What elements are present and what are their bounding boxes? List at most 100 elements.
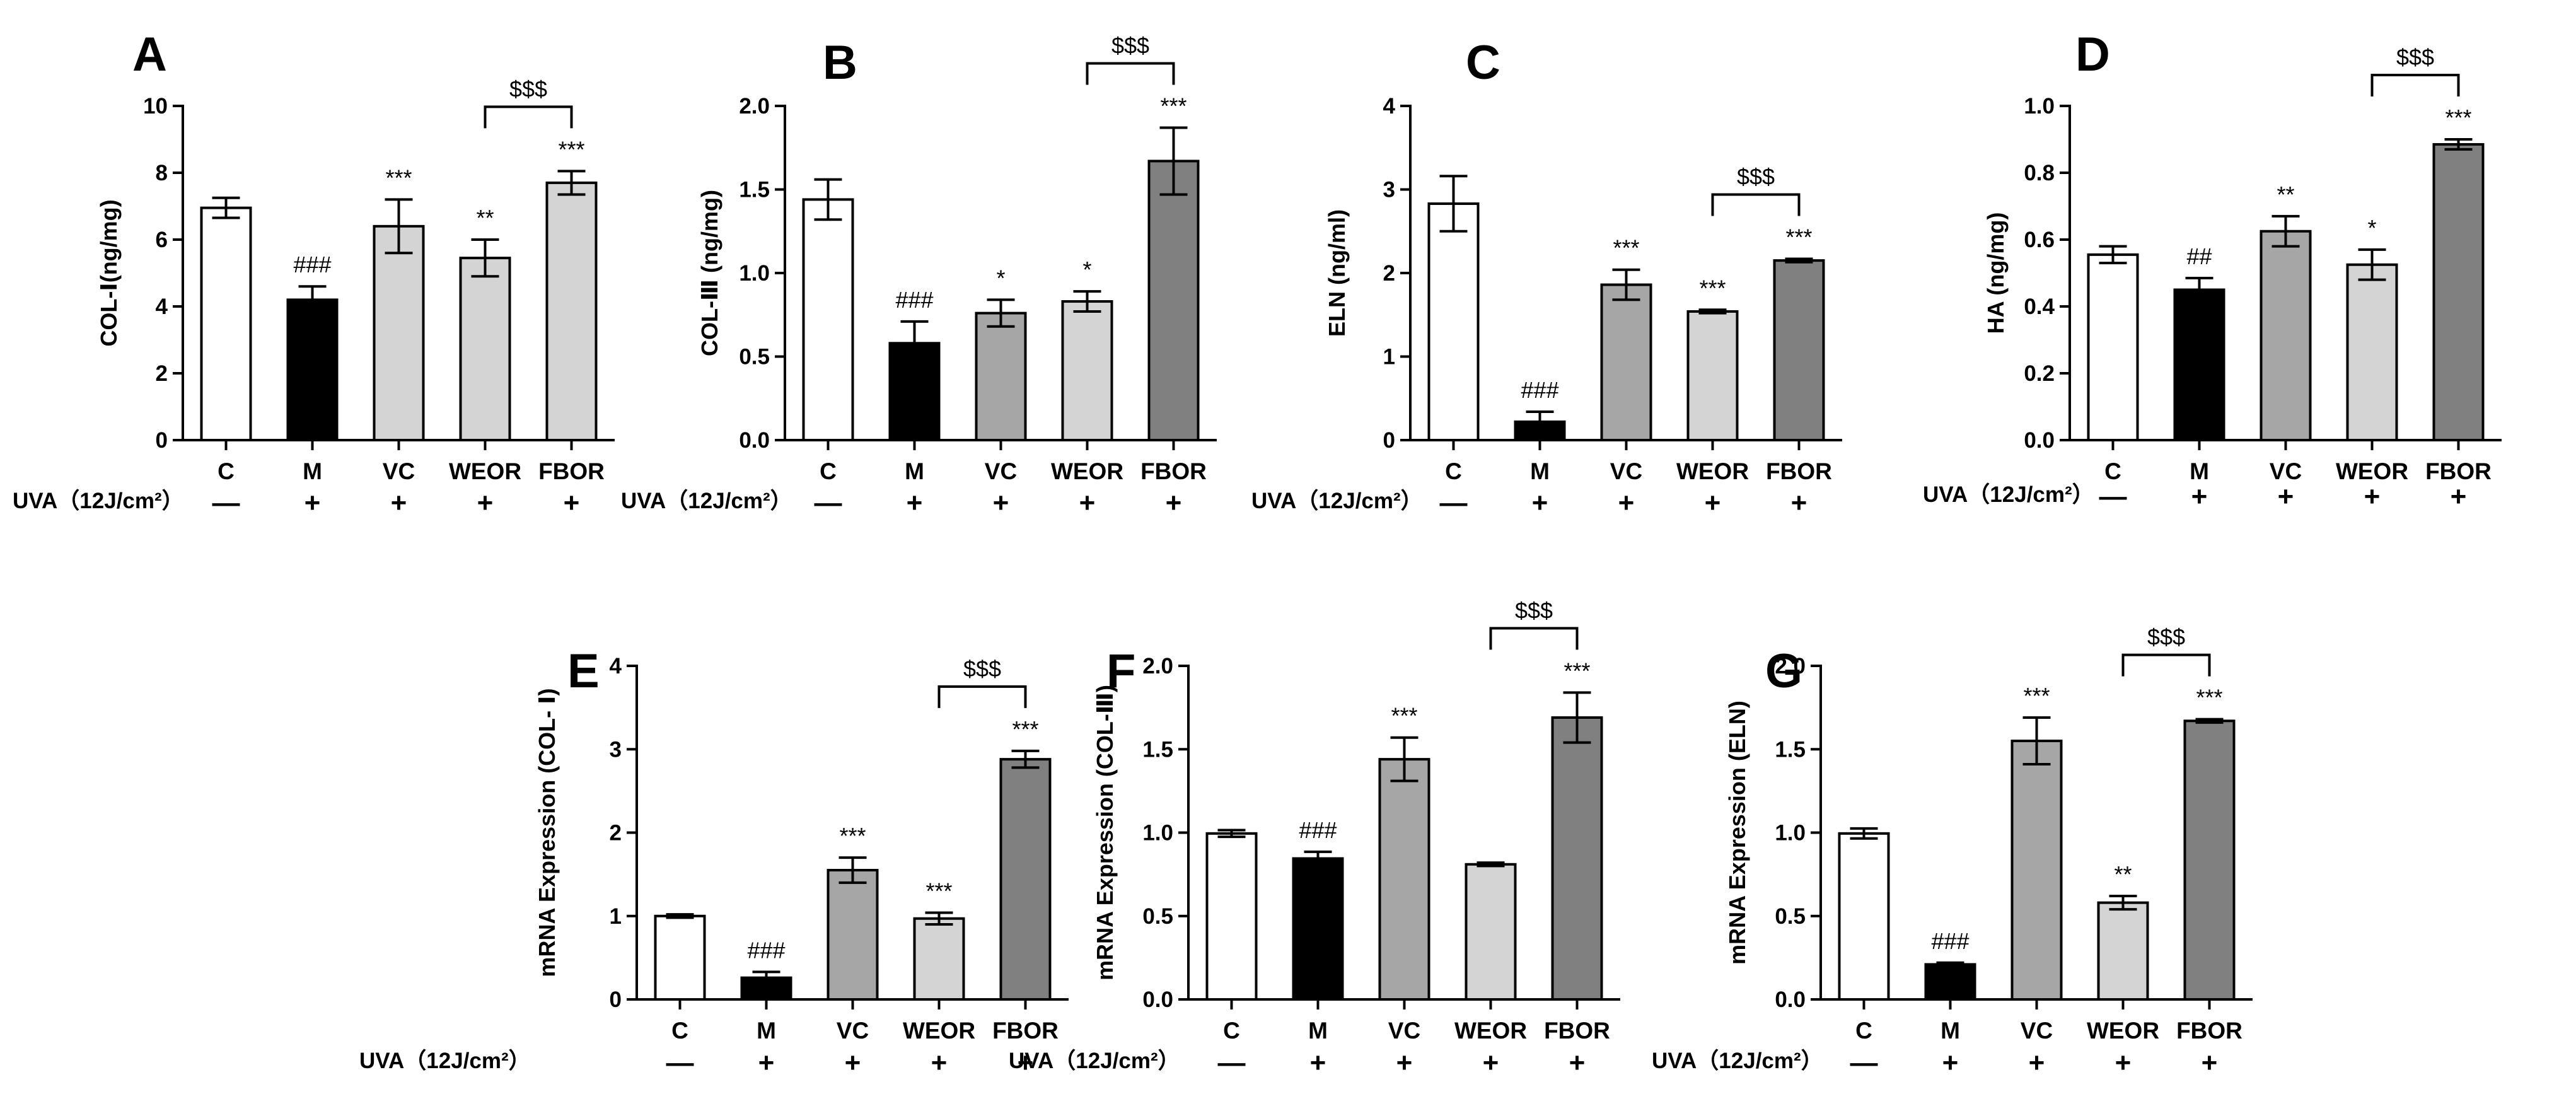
panel-a-bracket-label: $$$	[509, 76, 547, 102]
panel-g-bracket-label: $$$	[2147, 624, 2185, 650]
panel-b-y-tick-label: 1.5	[739, 178, 770, 202]
panel-e-x-tick-label: M	[757, 1018, 776, 1044]
panel-f-y-tick-label: 1.0	[1142, 821, 1173, 846]
panel-e-uva-sign: +	[931, 1047, 948, 1078]
panel-b-y-tick-label: 0.5	[739, 345, 770, 370]
panel-a-uva-sign: —	[212, 487, 240, 518]
panel-c-x-tick-label: VC	[1610, 458, 1642, 484]
panel-f-significance-label: ###	[1299, 817, 1337, 843]
panel-g-y-axis-label: mRNA Expression (ELN)	[1724, 701, 1750, 965]
panel-d-bar	[2087, 253, 2139, 441]
panel-f-x-tick-label: WEOR	[1454, 1018, 1527, 1044]
panel-g-comparison-bracket	[2121, 653, 2211, 677]
panel-f-letter: F	[1106, 644, 1135, 698]
panel-d: DHA (ng/mg)0.00.20.40.60.81.0C—##M+**VC+…	[1923, 28, 2502, 512]
panel-d-y-tick-label: 0.6	[2024, 228, 2055, 252]
panel-f-bar	[1205, 832, 1258, 1001]
panel-f-comparison-bracket	[1489, 627, 1579, 650]
panel-c-y-tick-label: 0	[1383, 428, 1395, 453]
panel-a-bar	[545, 181, 598, 441]
panel-a-bar	[459, 257, 511, 441]
panel-e-uva-sign: +	[1018, 1047, 1034, 1078]
panel-a-y-tick-label: 6	[156, 228, 168, 252]
panel-c-y-tick-label: 1	[1383, 345, 1395, 370]
panel-d-significance-label: **	[2277, 182, 2294, 207]
panel-e-uva-sign: —	[666, 1047, 694, 1078]
panel-f-y-tick-label: 0.0	[1142, 987, 1173, 1012]
panel-a-significance-label: ***	[385, 165, 412, 190]
panel-b-uva-sign: +	[1079, 487, 1096, 518]
panel-e-x-tick-label: C	[671, 1018, 688, 1044]
panel-g-y-tick-label: 0.0	[1775, 987, 1806, 1012]
panel-a-uva-sign: +	[564, 487, 580, 518]
panel-a-significance-label: ###	[293, 252, 331, 277]
panel-c-y-tick-label: 4	[1383, 94, 1396, 119]
panel-g-bar	[1838, 832, 1890, 1001]
panel-c-uva-sign: —	[1440, 487, 1468, 518]
panel-e-comparison-bracket	[937, 685, 1027, 708]
panel-b-y-tick-label: 1.0	[739, 261, 770, 286]
panel-a-x-tick-label: M	[303, 458, 322, 484]
panel-f-y-tick-label: 2.0	[1142, 654, 1173, 678]
panel-f-x-tick-label: FBOR	[1544, 1018, 1610, 1044]
panel-e-significance-label: ***	[1012, 716, 1038, 742]
panel-d-x-tick-label: C	[2104, 458, 2121, 484]
panel-g-uva-sign: +	[2029, 1047, 2045, 1078]
panel-e-x-tick-label: WEOR	[903, 1018, 975, 1044]
panel-f-bracket-label: $$$	[1515, 597, 1553, 623]
panel-d-uva-sign: —	[2099, 481, 2127, 512]
panel-b-y-axis-label: COL-Ⅲ (ng/mg)	[697, 190, 722, 356]
panel-b-comparison-bracket	[1086, 62, 1175, 85]
panel-f-bar	[1465, 863, 1517, 1001]
panel-b-uva-sign: +	[907, 487, 923, 518]
panel-b-uva-sign: +	[993, 487, 1009, 518]
panel-c: C ELN (ng/ml) 0 1 2 3 4 C — ### M + *** VC + *** WEOR + **…	[1251, 36, 1842, 518]
panel-e-uva-sign: +	[845, 1047, 861, 1078]
panel-c-significance-label: ###	[1521, 377, 1558, 403]
panel-f-x-tick-label: C	[1223, 1018, 1240, 1044]
panel-a-bar	[286, 298, 339, 441]
panel-d-bar	[2173, 288, 2225, 441]
panel-g-uva-sign: +	[1942, 1047, 1959, 1078]
panel-e-bar	[654, 914, 706, 1001]
panel-e-letter: E	[567, 644, 600, 698]
panel-f-y-tick-label: 0.5	[1142, 904, 1173, 929]
panel-b-uva-sign: +	[1166, 487, 1182, 518]
panel-b-significance-label: *	[996, 265, 1005, 291]
panel-d-y-tick-label: 0.0	[2024, 428, 2055, 453]
panel-g-bar	[2183, 719, 2236, 1001]
panel-c-y-axis-label: ELN (ng/ml)	[1324, 209, 1350, 337]
panel-g-significance-label: **	[2114, 861, 2132, 887]
panel-c-letter: C	[1466, 36, 1500, 90]
panel-f-bar	[1378, 758, 1430, 1001]
panel-c-uva-sign: +	[1705, 487, 1721, 518]
panel-e-bar	[827, 869, 879, 1001]
panel-c-x-tick-label: M	[1530, 458, 1550, 484]
panel-b-x-tick-label: M	[905, 458, 924, 484]
panel-a-y-tick-label: 2	[156, 361, 168, 386]
panel-c-uva-sign: +	[1618, 487, 1635, 518]
panel-d-comparison-bracket	[2370, 74, 2460, 96]
panel-d-y-axis-label: HA (ng/mg)	[1983, 212, 2009, 334]
panel-d-significance-label: *	[2367, 215, 2376, 241]
panel-c-bar	[1773, 259, 1825, 441]
panel-g-significance-label: ###	[1931, 928, 1969, 954]
panel-b-x-tick-label: FBOR	[1140, 458, 1207, 484]
panel-f-significance-label: ***	[1564, 658, 1590, 684]
panel-a-y-axis-label: COL-Ⅰ(ng/mg)	[96, 199, 122, 346]
panel-a-bar	[200, 206, 252, 441]
panel-c-significance-label: ***	[1613, 235, 1639, 261]
panel-b-significance-label: *	[1082, 257, 1091, 282]
panel-d-bar	[2432, 143, 2485, 441]
panel-e-y-tick-label: 3	[610, 737, 622, 762]
panel-g-significance-label: ***	[2196, 685, 2222, 711]
panel-b-bar	[1061, 300, 1113, 441]
panel-e-significance-label: ###	[747, 937, 785, 963]
panel-g-letter: G	[1765, 644, 1802, 698]
panel-b-significance-label: ###	[895, 287, 933, 313]
panel-c-y-tick-label: 3	[1383, 178, 1395, 202]
panel-a-uva-sign: +	[305, 487, 321, 518]
panel-f-x-tick-label: VC	[1388, 1018, 1420, 1044]
